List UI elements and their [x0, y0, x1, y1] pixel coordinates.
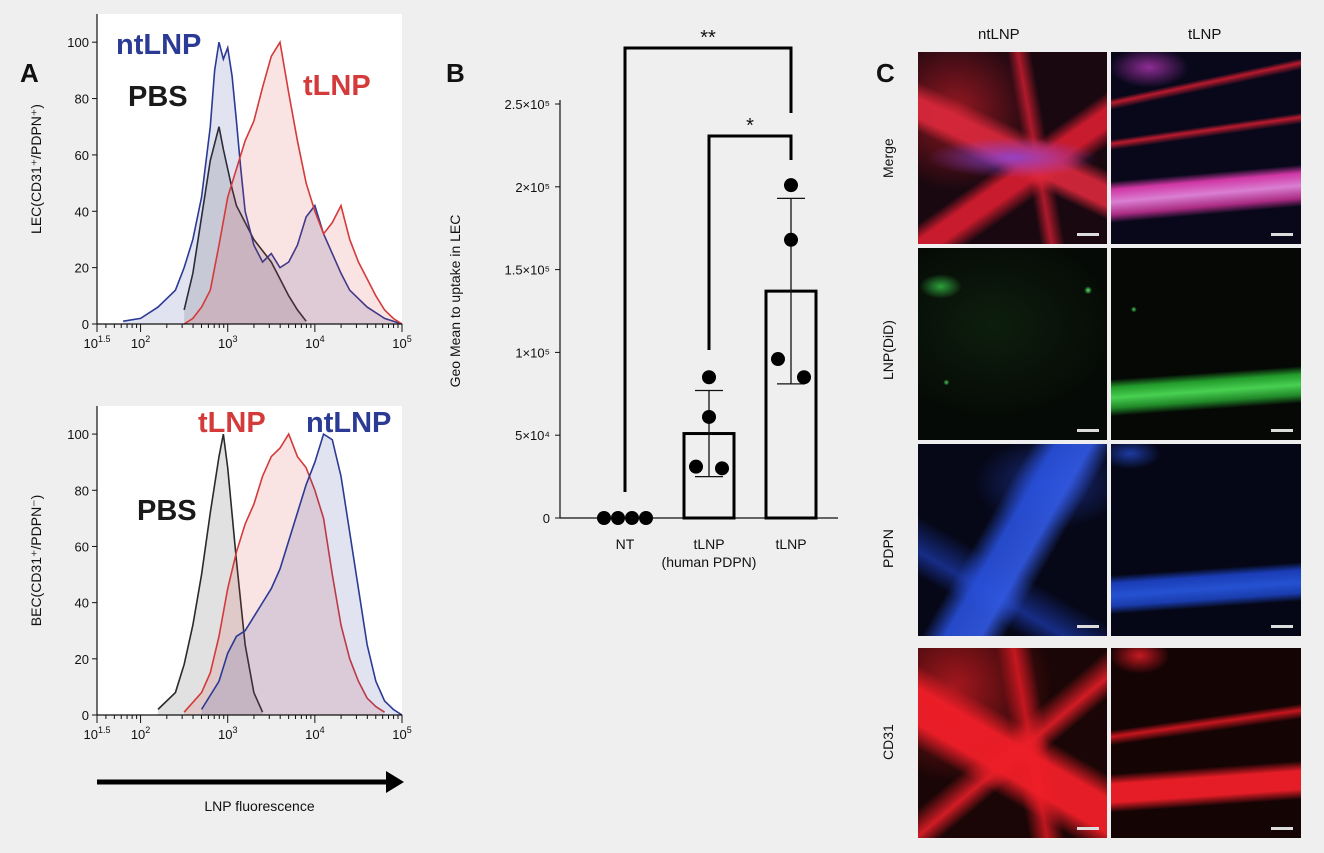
y-tick-label: 1.5×10⁵	[504, 263, 550, 278]
legend-label-tlnp: tLNP	[198, 407, 266, 439]
x-tick-label: 102	[131, 725, 150, 742]
data-point	[797, 370, 811, 385]
column-header-ntlnp: ntLNP	[978, 26, 1020, 43]
x-tick-label: 103	[218, 725, 237, 742]
x-tick-label: 105	[392, 334, 411, 351]
column-header-tlnp: tLNP	[1188, 26, 1222, 43]
image-lnp-tlnp	[1111, 248, 1301, 440]
row-label-cd31: CD31	[880, 724, 896, 760]
scale-bar	[1271, 429, 1293, 432]
scale-bar	[1077, 233, 1099, 236]
y-axis-label: BEC(CD31⁺/PDPN⁻)	[28, 495, 44, 626]
panel-letter-c: C	[876, 58, 895, 88]
geo-mean-bar-chart: 0 5×10⁴ 1×10⁵ 1.5×10⁵ 2×10⁵ 2.5×10⁵ Geo Mean t…	[447, 27, 838, 570]
y-tick-label: 80	[75, 483, 89, 498]
y-tick-label: 2×10⁵	[515, 180, 550, 195]
histogram-line-ntlnp	[200, 432, 403, 716]
x-tick-label: 101.5	[84, 334, 111, 351]
panel-letter-a: A	[20, 58, 39, 88]
scale-bar	[1271, 625, 1293, 628]
image-pdpn-ntlnp	[918, 444, 1107, 636]
significance-label-0: **	[700, 27, 716, 49]
row-label-pdpn: PDPN	[880, 529, 896, 568]
y-tick-label: 2.5×10⁵	[504, 97, 550, 112]
y-tick-label: 40	[75, 204, 89, 219]
histogram-line-pbs	[183, 126, 307, 322]
x-tick-label: 101.5	[84, 725, 111, 742]
y-tick-label: 1×10⁵	[515, 345, 550, 360]
histogram-area-tlnp	[184, 42, 402, 324]
histogram-area-ntlnp	[201, 434, 402, 715]
category-label-0: NT	[616, 536, 635, 552]
histogram-area-pbs	[184, 126, 307, 325]
y-tick-label: 80	[75, 92, 89, 107]
y-tick-label: 100	[67, 35, 89, 50]
histogram-area-tlnp	[184, 434, 385, 715]
data-point	[702, 409, 716, 424]
lec-histogram: 0 20 40 60 80 100 101.5 102 103 104 105 LEC(CD31⁺/P…	[28, 14, 412, 351]
y-axis-label: Geo Mean to uptake in LEC	[447, 215, 463, 388]
y-tick-label: 20	[75, 652, 89, 667]
legend-label-ntlnp: ntLNP	[116, 29, 201, 61]
histogram-line-tlnp	[183, 432, 386, 713]
data-point	[689, 459, 703, 474]
x-tick-label: 104	[305, 725, 324, 742]
data-point	[784, 178, 798, 193]
significance-bracket-1	[707, 134, 793, 350]
scale-bar	[1077, 625, 1099, 628]
legend-label-ntlnp: ntLNP	[306, 407, 391, 439]
bec-histogram: 0 20 40 60 80 100 101.5 102 103 104 105 BEC(CD31⁺/P…	[28, 406, 412, 814]
y-tick-label: 0	[82, 317, 89, 332]
category-label-2: tLNP	[775, 536, 806, 552]
y-tick-label: 5×10⁴	[515, 428, 550, 443]
image-pdpn-tlnp	[1111, 444, 1301, 636]
histogram-line-ntlnp	[123, 41, 403, 325]
data-point	[715, 461, 729, 476]
histogram-area-pbs	[158, 434, 263, 715]
image-merge-ntlnp	[918, 52, 1107, 244]
image-merge-tlnp	[1111, 52, 1301, 244]
data-point	[625, 511, 639, 525]
histogram-line-tlnp	[183, 39, 403, 325]
plot-background	[97, 14, 402, 324]
y-tick-label: 100	[67, 427, 89, 442]
x-tick-label: 103	[218, 334, 237, 351]
category-label-1: (human PDPN)	[662, 554, 757, 570]
data-point	[639, 511, 653, 525]
panel-letter-b: B	[446, 58, 465, 88]
y-axis-label: LEC(CD31⁺/PDPN⁺)	[28, 104, 44, 234]
data-point	[611, 511, 625, 525]
x-axis-arrow-head	[386, 771, 404, 793]
y-tick-label: 40	[75, 596, 89, 611]
y-tick-label: 60	[75, 539, 89, 554]
scale-bar	[1077, 429, 1099, 432]
row-label-lnp-did: LNP(DiD)	[880, 320, 896, 380]
data-point	[771, 352, 785, 367]
legend-label-pbs: PBS	[137, 495, 197, 527]
data-point	[702, 370, 716, 385]
row-label-merge: Merge	[880, 138, 896, 178]
image-cd31-ntlnp	[918, 648, 1107, 838]
scale-bar	[1077, 827, 1099, 830]
histogram-line-pbs	[157, 433, 264, 713]
y-tick-label: 0	[543, 511, 550, 526]
data-point	[597, 511, 611, 525]
legend-label-tlnp: tLNP	[303, 70, 371, 102]
x-tick-label: 102	[131, 334, 150, 351]
x-tick-label: 104	[305, 334, 324, 351]
image-cd31-tlnp	[1111, 648, 1301, 838]
y-tick-label: 0	[82, 708, 89, 723]
y-tick-label: 60	[75, 148, 89, 163]
x-tick-label: 105	[392, 725, 411, 742]
y-tick-label: 20	[75, 261, 89, 276]
category-label-1: tLNP	[693, 536, 724, 552]
scale-bar	[1271, 233, 1293, 236]
image-lnp-ntlnp	[918, 248, 1107, 440]
significance-label-1: *	[746, 115, 754, 137]
x-axis-label: LNP fluorescence	[204, 798, 314, 814]
significance-bracket-0	[623, 46, 793, 492]
legend-label-pbs: PBS	[128, 81, 188, 113]
scale-bar	[1271, 827, 1293, 830]
data-point	[784, 232, 798, 247]
